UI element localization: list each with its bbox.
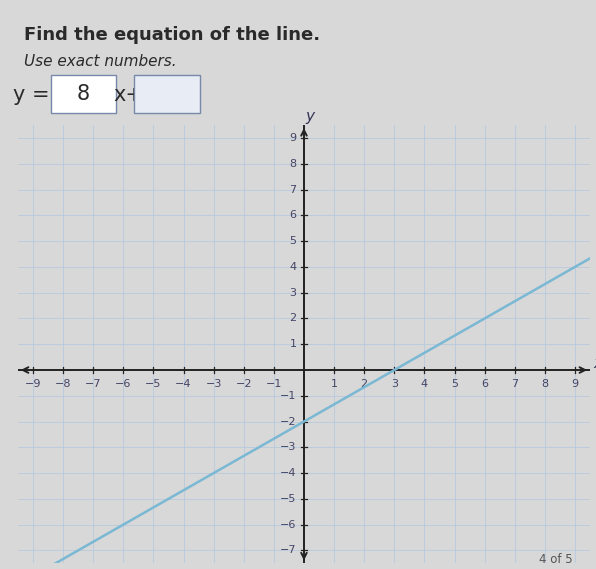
Text: 8: 8: [77, 84, 90, 104]
Text: −3: −3: [280, 442, 296, 452]
Text: −2: −2: [280, 417, 296, 427]
Text: −6: −6: [280, 519, 296, 530]
Text: −5: −5: [145, 379, 162, 389]
Text: −1: −1: [266, 379, 282, 389]
Text: 9: 9: [572, 379, 579, 389]
FancyBboxPatch shape: [134, 75, 200, 113]
Text: 7: 7: [289, 184, 296, 195]
Text: 4: 4: [289, 262, 296, 272]
Text: 1: 1: [331, 379, 337, 389]
Text: 2: 2: [289, 314, 296, 323]
Text: −4: −4: [175, 379, 192, 389]
Text: 4: 4: [421, 379, 428, 389]
Text: Find the equation of the line.: Find the equation of the line.: [24, 26, 320, 44]
Text: x+: x+: [113, 85, 143, 105]
Text: 6: 6: [481, 379, 488, 389]
Text: 1: 1: [290, 339, 296, 349]
FancyBboxPatch shape: [51, 75, 116, 113]
Text: 9: 9: [289, 133, 296, 143]
Text: −8: −8: [55, 379, 72, 389]
Text: 5: 5: [290, 236, 296, 246]
Text: 5: 5: [451, 379, 458, 389]
Text: y: y: [305, 109, 314, 124]
Text: y =: y =: [13, 85, 57, 105]
Text: 4 of 5: 4 of 5: [539, 553, 572, 566]
Text: Use exact numbers.: Use exact numbers.: [24, 54, 176, 69]
Text: x: x: [593, 356, 596, 371]
Text: 3: 3: [290, 288, 296, 298]
Text: 6: 6: [290, 211, 296, 220]
Text: −6: −6: [115, 379, 132, 389]
Text: −2: −2: [235, 379, 252, 389]
Text: 8: 8: [289, 159, 296, 169]
Text: 3: 3: [391, 379, 398, 389]
Text: −3: −3: [206, 379, 222, 389]
Text: −4: −4: [280, 468, 296, 478]
Text: −1: −1: [280, 391, 296, 401]
Text: −9: −9: [24, 379, 41, 389]
Text: −7: −7: [280, 546, 296, 555]
Text: −5: −5: [280, 494, 296, 504]
Text: −7: −7: [85, 379, 101, 389]
Text: 2: 2: [361, 379, 368, 389]
Text: 7: 7: [511, 379, 519, 389]
Text: 8: 8: [541, 379, 548, 389]
